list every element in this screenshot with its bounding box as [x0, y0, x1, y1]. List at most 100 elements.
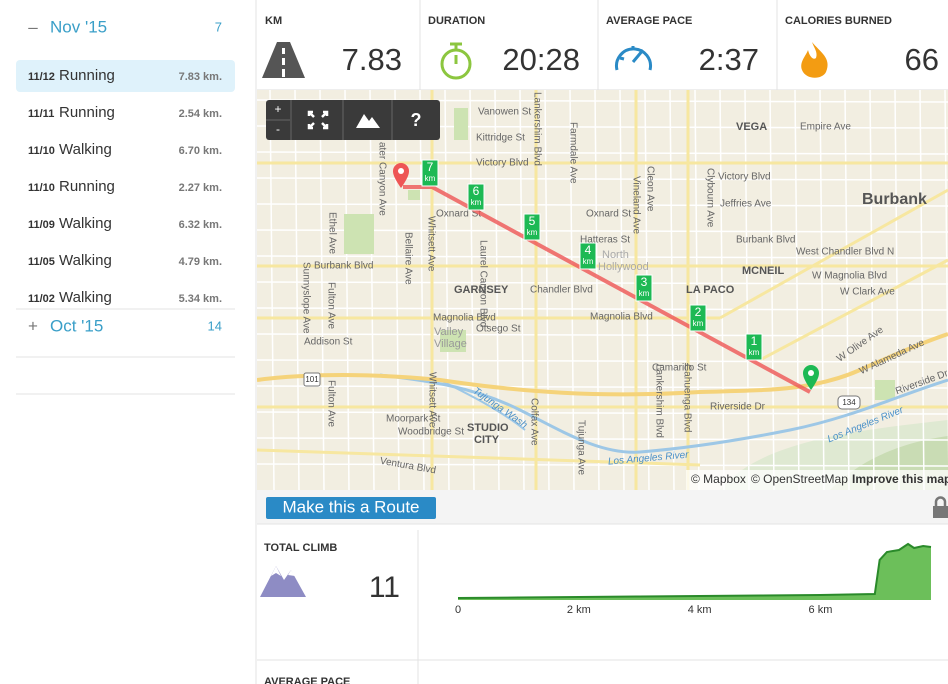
street	[257, 177, 948, 181]
activity-type[interactable]: Walking	[59, 215, 112, 232]
street	[394, 90, 400, 490]
activity-type[interactable]: Running	[59, 178, 115, 195]
street-label: Otsego St	[476, 324, 521, 335]
stopwatch-icon	[440, 42, 472, 80]
street-label: Riverside Dr	[710, 402, 766, 413]
month-label[interactable]: Nov '15	[50, 17, 107, 36]
street-label: ater Canyon Ave	[376, 142, 387, 216]
street-label: Jeffries Ave	[720, 199, 772, 210]
activity-type[interactable]: Walking	[59, 289, 112, 306]
street	[569, 90, 575, 490]
terrain-button[interactable]	[356, 114, 380, 128]
activity-type[interactable]: Walking	[59, 141, 112, 158]
km-marker-unit: km	[749, 348, 760, 357]
km-marker	[579, 242, 597, 270]
lock-icon[interactable]	[933, 496, 948, 519]
area-label: VEGA	[736, 121, 767, 133]
x-tick-label: 4 km	[688, 604, 712, 616]
street-label: Fulton Ave	[325, 380, 336, 428]
route-button[interactable]	[266, 497, 436, 519]
activity-distance: 2.54 km.	[179, 108, 222, 120]
street-label: Vineland Ave	[630, 176, 641, 234]
month-label[interactable]: Oct '15	[50, 316, 103, 335]
street-label: Ethel Ave	[326, 212, 337, 255]
street-label: Whitsett Ave	[425, 216, 436, 272]
selected-row	[16, 60, 235, 92]
street-label: W Clark Ave	[840, 287, 895, 298]
x-tick-label: 2 km	[567, 604, 591, 616]
help-button[interactable]: ?	[411, 110, 422, 130]
climb-label: TOTAL CLIMB	[264, 542, 337, 554]
month-count: 14	[208, 318, 222, 333]
route-button-label[interactable]: Make this a Route	[282, 497, 419, 516]
river	[379, 373, 948, 454]
street-label: Camarillo St	[652, 363, 707, 374]
street	[344, 90, 350, 490]
street-label: Empire Ave	[800, 122, 851, 133]
km-marker-number: 2	[695, 305, 702, 319]
street-label: Laurel Canyon Blvd	[477, 240, 488, 327]
area-label: North	[602, 249, 629, 261]
major-road	[759, 258, 948, 362]
area-label: STUDIO	[467, 422, 509, 434]
street	[719, 90, 725, 490]
map: Vanowen St Kittridge St Victory Blvd Oxn…	[257, 90, 948, 490]
zoom-out[interactable]: -	[276, 122, 280, 136]
km-marker	[523, 213, 541, 241]
activity-type[interactable]: Running	[59, 67, 115, 84]
km-marker-unit: km	[693, 319, 704, 328]
km-marker	[689, 304, 707, 332]
activity-date[interactable]: 11/10	[28, 145, 55, 157]
end-pin	[803, 365, 819, 390]
activity-date[interactable]: 11/09	[28, 219, 55, 231]
street	[369, 90, 375, 490]
street	[257, 463, 948, 467]
activity-distance: 4.79 km.	[179, 256, 222, 268]
km-marker	[745, 333, 763, 361]
street-label: Victory Blvd	[476, 158, 529, 169]
street	[257, 151, 948, 155]
street-label: Cahuenga Blvd	[681, 364, 692, 432]
fullscreen-button[interactable]	[307, 110, 329, 130]
zoom-in[interactable]: +	[274, 102, 281, 116]
street	[469, 90, 475, 490]
stat-value: 20:28	[502, 42, 580, 77]
street-label: Lankershim Blvd	[531, 92, 542, 166]
activity-date[interactable]: 11/12	[28, 71, 55, 83]
km-marker-number: 1	[751, 334, 758, 348]
street-label: Vanowen St	[478, 107, 531, 118]
street	[894, 90, 900, 490]
street	[257, 307, 948, 311]
improve-link[interactable]: Improve this map	[852, 472, 948, 486]
attribution[interactable]: © OpenStreetMap	[751, 472, 848, 486]
road-icon	[262, 42, 305, 78]
street-label: Burbank Blvd	[736, 235, 795, 246]
gauge-icon	[615, 46, 652, 71]
km-marker-number: 3	[641, 275, 648, 289]
attribution[interactable]: © Mapbox	[691, 472, 746, 486]
km-marker-number: 4	[585, 243, 592, 257]
activity-type[interactable]: Running	[59, 104, 115, 121]
activity-type[interactable]: Walking	[59, 252, 112, 269]
sidebar: – Nov '15 7 11/12 Running 7.83 km. 11/11 Runnin…	[16, 17, 235, 395]
street	[919, 90, 925, 490]
street	[669, 90, 675, 490]
street-label: W Magnolia Blvd	[812, 271, 887, 282]
attribution-bg	[686, 470, 948, 490]
month-count: 7	[215, 19, 222, 34]
stat-value: 66	[905, 42, 939, 77]
street-label: Cleon Ave	[644, 166, 655, 212]
activity-date[interactable]: 11/02	[28, 293, 55, 305]
street	[444, 90, 450, 490]
street	[257, 281, 948, 285]
street-label: Victory Blvd	[718, 172, 771, 183]
park	[408, 190, 420, 200]
month-toggle[interactable]: +	[28, 316, 38, 335]
km-marker-unit: km	[425, 174, 436, 183]
month-toggle[interactable]: –	[28, 17, 38, 36]
activity-date[interactable]: 11/05	[28, 256, 55, 268]
km-marker-number: 6	[473, 184, 480, 198]
activity-date[interactable]: 11/11	[28, 108, 54, 120]
activity-date[interactable]: 11/10	[28, 182, 55, 194]
